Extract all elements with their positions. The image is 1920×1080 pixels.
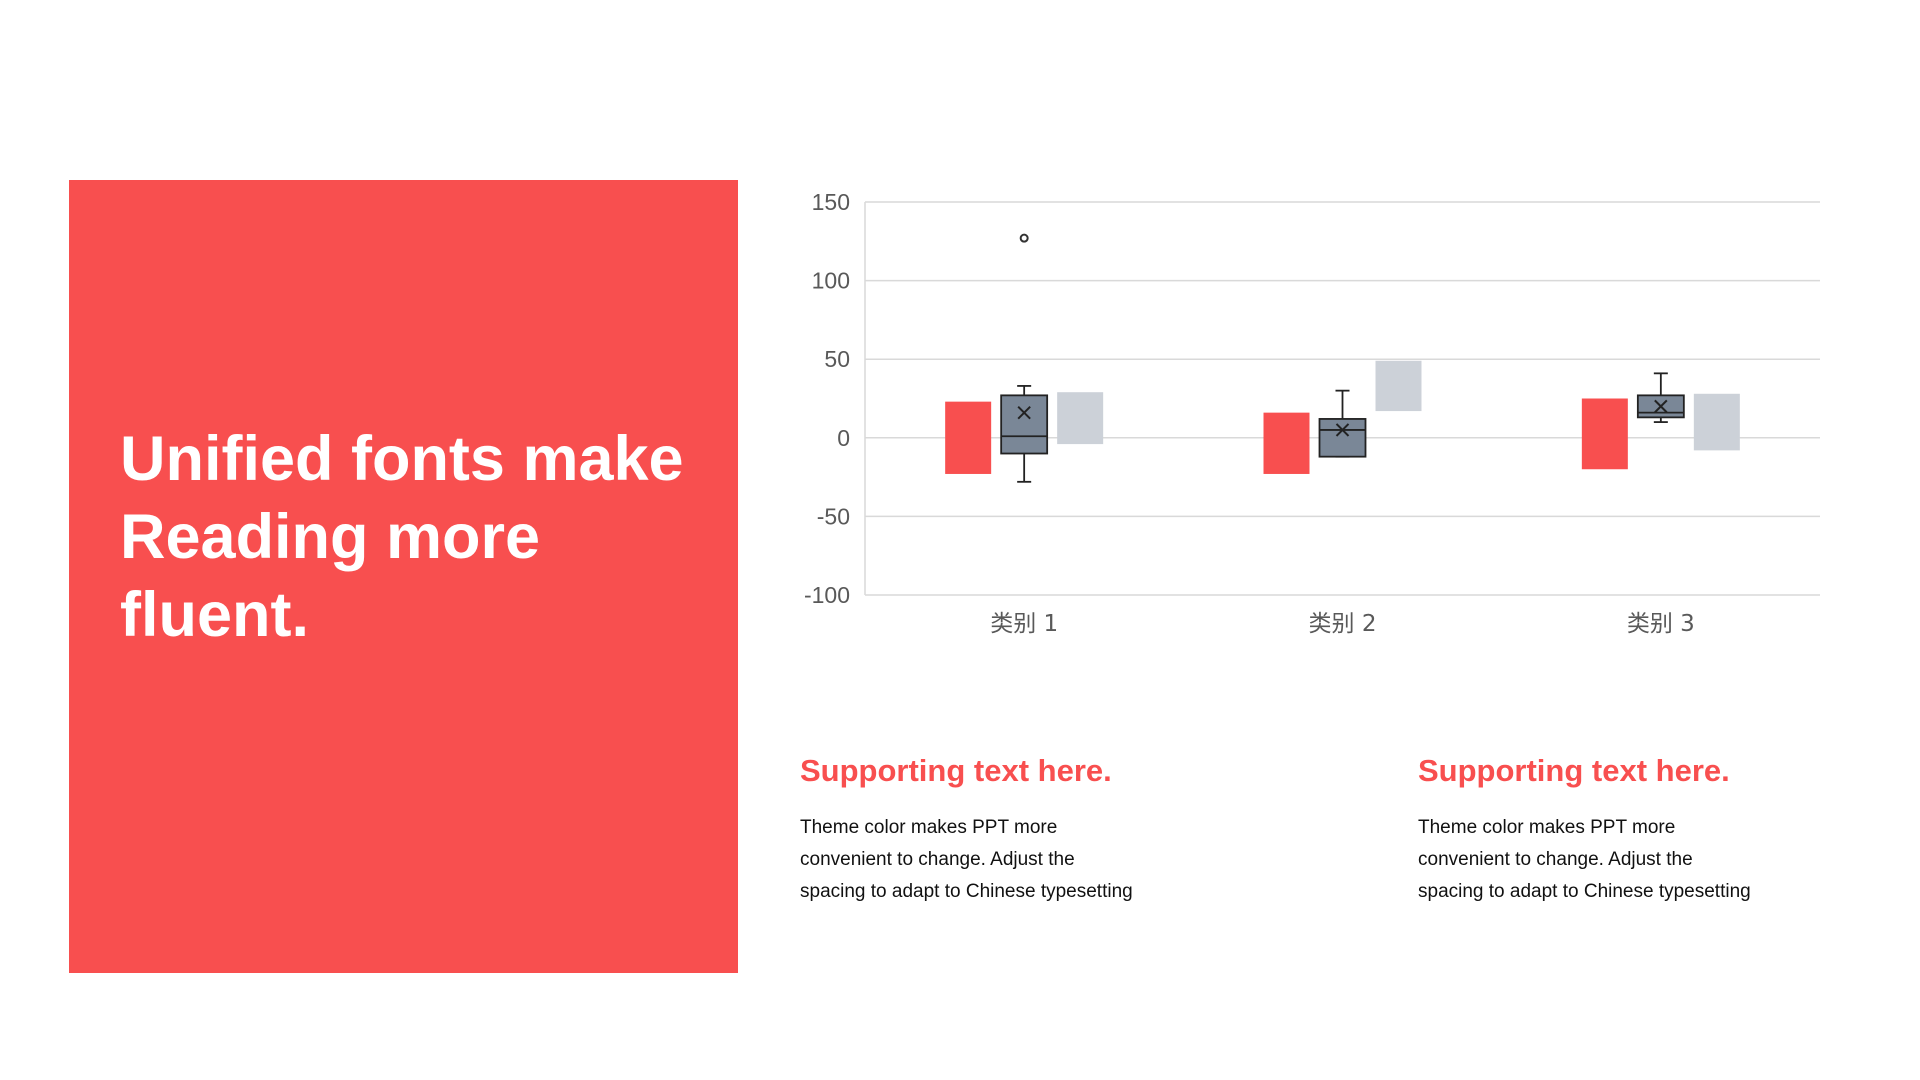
outlier-point	[1019, 233, 1029, 243]
hero-title: Unified fonts make Reading more fluent.	[120, 420, 720, 654]
hero-title-line: fluent.	[120, 580, 309, 650]
supporting-title: Supporting text here.	[1418, 753, 1730, 788]
range-bar	[1375, 360, 1422, 412]
box	[1318, 418, 1367, 458]
x-tick-label: 类别 3	[1627, 611, 1695, 637]
y-tick-label: 100	[812, 268, 850, 294]
supporting-column-left: Supporting text here. Theme color makes …	[800, 750, 1140, 908]
y-tick-label: -50	[817, 503, 850, 529]
mean-marker	[1654, 399, 1668, 414]
hero-title-line: Reading more	[120, 502, 541, 572]
range-bar	[1057, 392, 1104, 445]
range-bar	[945, 401, 992, 474]
mean-marker	[1017, 405, 1031, 420]
range-bar	[1263, 412, 1310, 474]
chart-svg: 150 100 50 0 -50 -100 类别 1 类别 2 类别 3	[804, 189, 1820, 637]
hero-panel: Unified fonts make Reading more fluent.	[69, 180, 738, 973]
hero-title-line: Unified fonts make	[120, 424, 684, 494]
range-bar	[1581, 398, 1628, 470]
supporting-title: Supporting text here.	[800, 753, 1112, 788]
x-tick-label: 类别 1	[990, 611, 1058, 637]
x-tick-label: 类别 2	[1309, 611, 1377, 637]
supporting-text: Theme color makes PPT more convenient to…	[1418, 817, 1751, 902]
box	[1000, 394, 1049, 455]
range-bar	[1693, 393, 1740, 451]
y-tick-label: -100	[804, 582, 850, 608]
supporting-column-right: Supporting text here. Theme color makes …	[1418, 750, 1758, 908]
y-tick-label: 150	[812, 189, 850, 215]
y-tick-label: 50	[824, 346, 850, 372]
box-plot-chart: 150 100 50 0 -50 -100 类别 1 类别 2 类别 3	[780, 180, 1840, 660]
y-tick-label: 0	[837, 425, 850, 451]
supporting-text: Theme color makes PPT more convenient to…	[800, 817, 1133, 902]
mean-marker	[1335, 423, 1350, 437]
